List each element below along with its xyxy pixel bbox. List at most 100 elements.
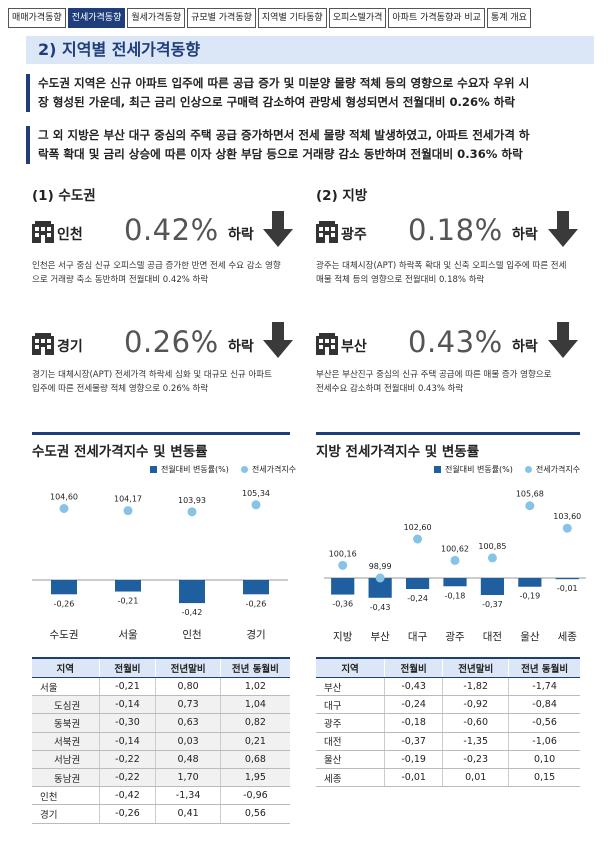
chart-bar-label: -0,43	[370, 603, 391, 612]
tab-size-price[interactable]: 규모별 가격동향	[187, 8, 256, 28]
section-title: 2) 지역별 전세가격동향	[26, 36, 594, 64]
chart-dot	[450, 555, 460, 565]
table-cell-value: 1,95	[219, 768, 290, 788]
region-direction-gyeonggi: 하락	[228, 339, 254, 355]
chart-dot-label: 105,68	[516, 490, 544, 499]
table-cell-region: 동남권	[32, 768, 100, 788]
summary-line: 락폭 확대 및 금리 상승에 따른 이자 상환 부담 등으로 거래량 감소 동반…	[38, 147, 523, 161]
table-cell-value: 0,10	[508, 750, 580, 769]
table-cell-region: 서남권	[32, 750, 100, 769]
table-cell-region: 울산	[316, 750, 385, 769]
table-cell-region: 인천	[32, 786, 100, 806]
table-cell-value: -0,26	[98, 804, 156, 824]
table-cell-region: 도심권	[32, 695, 100, 715]
table-row: 동남권 -0,22 1,70 1,95	[32, 768, 290, 788]
tab-officetel[interactable]: 오피스텔가격	[328, 8, 387, 28]
chart-dot-label: 100,62	[441, 544, 469, 553]
region-name-incheon: 인천	[57, 227, 83, 243]
table-cell-value: -0,24	[384, 695, 443, 715]
table-cell-value: -0,01	[384, 768, 443, 788]
chart-bar-label: -0,26	[54, 599, 75, 608]
chart-bar	[51, 580, 77, 595]
chart-dot-label: 103,93	[178, 496, 206, 505]
capital-chart: -0,26 104,60 수도권 -0,21 104,17 서울 -0,42 103,93 인천…	[32, 489, 288, 641]
summary-line: 그 외 지방은 부산 대구 중심의 주택 공급 증가하면서 전세 물량 적체 발…	[38, 128, 530, 142]
building-icon	[32, 221, 54, 243]
tab-sales-price[interactable]: 매매가격동향	[8, 8, 66, 28]
chart-dot-label: 104,60	[50, 493, 78, 502]
chart-legend-local: 전월대비 변동률(%) 전세가격지수	[434, 464, 580, 475]
summary-capital: 수도권 지역은 신규 아파트 입주에 따른 공급 증가 및 미분양 물량 적체 …	[26, 74, 594, 112]
region-name-gwangju: 광주	[341, 227, 367, 243]
legend-bar-label: 전월대비 변동률(%)	[161, 465, 229, 474]
tab-regional-other[interactable]: 지역별 기타동향	[257, 8, 327, 28]
chart-category-label: 대구	[408, 631, 428, 643]
table-cell-value: 0,68	[219, 750, 290, 769]
chart-title-local: 지방 전세가격지수 및 변동률	[316, 444, 480, 460]
chart-category-label: 울산	[520, 631, 540, 643]
region-value-incheon: 0.42%	[124, 213, 219, 247]
chart-bar-label: -0,42	[182, 608, 203, 617]
chart-bar-label: -0,18	[445, 591, 466, 600]
table-cell-value: -0,56	[508, 713, 580, 733]
table-cell-value: -0,92	[442, 695, 509, 715]
tab-stats-overview[interactable]: 통계 개요	[486, 8, 531, 28]
region-name-busan: 부산	[341, 339, 367, 355]
table-row: 서울 -0,21 0,80 1,02	[32, 677, 290, 697]
table-header: 전월비	[384, 657, 443, 678]
chart-dot-label: 102,60	[404, 523, 432, 532]
chart-bar-label: -0,37	[482, 600, 503, 609]
table-cell-value: -1,82	[442, 677, 509, 697]
chart-dot	[525, 501, 535, 511]
chart-dot-label: 98,99	[369, 562, 392, 571]
chart-dot	[251, 500, 261, 510]
legend-bar-swatch	[150, 466, 157, 473]
chart-bar	[405, 578, 430, 590]
table-cell-value: -0,60	[442, 713, 509, 733]
tab-bar: 매매가격동향 전세가격동향 월세가격동향 규모별 가격동향 지역별 기타동향 오…	[8, 8, 600, 30]
chart-dot-label: 104,17	[114, 495, 142, 504]
table-cell-value: -1,35	[442, 732, 509, 751]
chart-bar-label: -0,01	[557, 584, 578, 593]
tab-apt-compare[interactable]: 아파트 가격동향과 비교	[388, 8, 485, 28]
table-cell-value: 0,21	[219, 732, 290, 751]
building-icon	[316, 333, 338, 355]
chart-dot	[413, 534, 423, 544]
tab-monthly-rent[interactable]: 월세가격동향	[127, 8, 186, 28]
table-cell-value: 0,73	[155, 695, 221, 715]
region-direction-gwangju: 하락	[512, 227, 538, 243]
chart-dot	[123, 506, 133, 516]
table-cell-value: 1,70	[155, 768, 221, 788]
chart-bar-label: -0,19	[520, 592, 541, 601]
table-cell-region: 세종	[316, 768, 385, 788]
table-row: 인천 -0,42 -1,34 -0,96	[32, 786, 290, 806]
table-cell-value: -0,84	[508, 695, 580, 715]
chart-bar-label: -0,26	[246, 599, 267, 608]
legend-dot-label: 전세가격지수	[535, 465, 581, 474]
building-icon	[316, 221, 338, 243]
chart-dot-label: 103,60	[553, 512, 581, 521]
chart-category-label: 서울	[118, 629, 138, 641]
table-cell-value: 0,03	[155, 732, 221, 751]
table-row: 도심권 -0,14 0,73 1,04	[32, 695, 290, 715]
table-cell-value: -0,96	[219, 786, 290, 806]
summary-line: 장 형성된 가운데, 최근 금리 인상으로 구매력 감소하여 관망세 형성되면서…	[38, 95, 516, 109]
table-cell-value: -1,06	[508, 732, 580, 751]
table-cell-region: 서북권	[32, 732, 100, 751]
capital-stats-table: 지역 전월비 전년말비 전년 동월비 서울 -0,21 0,80 1,02 도심권 -0,…	[32, 657, 290, 824]
tab-jeonse-price[interactable]: 전세가격동향	[67, 8, 126, 28]
building-icon	[32, 333, 54, 355]
table-header: 지역	[32, 657, 100, 678]
table-row: 동북권 -0,30 0,63 0,82	[32, 713, 290, 733]
table-cell-region: 광주	[316, 713, 385, 733]
chart-bar-label: -0,21	[118, 597, 139, 606]
table-row: 세종 -0,01 0,01 0,15	[316, 768, 580, 788]
table-cell-value: -0,21	[98, 677, 156, 697]
table-cell-value: 1,04	[219, 695, 290, 715]
chart-category-label: 세종	[558, 631, 578, 643]
chart-dot	[187, 507, 197, 517]
chart-bar-label: -0,36	[332, 600, 353, 609]
table-cell-value: -0,14	[98, 695, 156, 715]
chart-dot-label: 100,16	[329, 549, 357, 558]
chart-bar	[115, 580, 141, 592]
